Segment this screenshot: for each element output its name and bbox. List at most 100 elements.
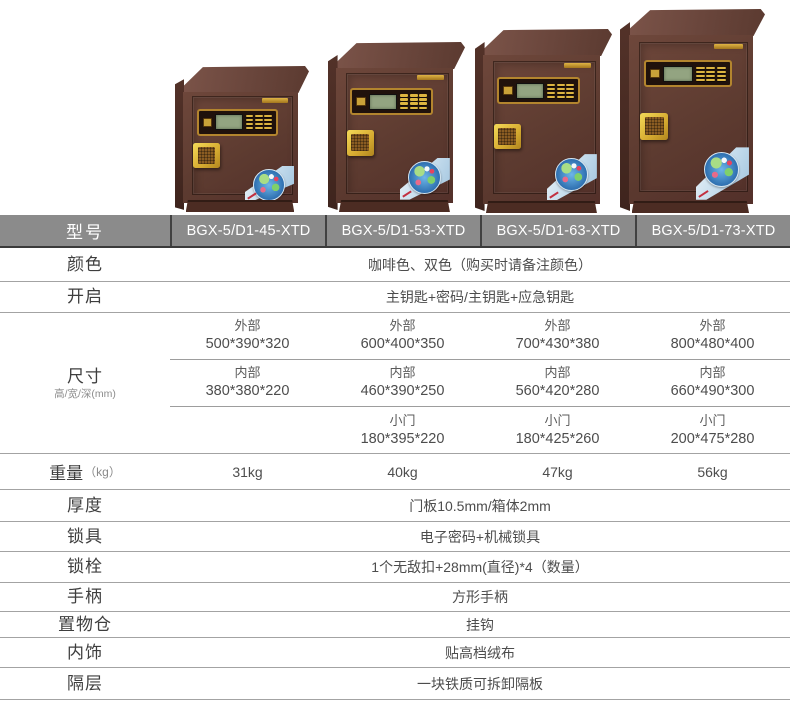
safe-left-side [620,22,631,211]
model-name: BGX-5/D1-73-XTD [635,215,790,246]
spec-label: 置物仓 [58,614,112,634]
spec-value: 贴高档绒布 [445,644,515,661]
globe-sticker [244,165,295,202]
spec-value: 一块铁质可拆卸隔板 [417,675,543,692]
model-name: BGX-5/D1-63-XTD [480,215,635,246]
safe-door-frame [345,73,449,194]
weight-value: 47kg [542,463,573,480]
globe-sticker [546,154,597,201]
keypad-buttons [696,66,726,82]
globe-icon [704,151,740,187]
spec-row-dimensions: 尺寸 高/宽/深(mm) 外部 500*390*320 外部 600*400*3… [0,313,790,454]
gold-handle [346,130,374,156]
safe-base [485,201,597,213]
spec-table: 型号 BGX-5/D1-45-XTD BGX-5/D1-53-XTD BGX-5… [0,215,790,700]
dim-cell: 小门 180*395*220 [360,412,445,447]
dim-cell: 内部 660*490*300 [670,365,755,400]
keypad-buttons [547,83,575,99]
safe-image-2 [328,42,465,212]
spec-row-lock: 锁具 电子密码+机械锁具 [0,522,790,552]
safe-left-side [475,42,485,211]
dimensions-label: 尺寸 [67,367,103,387]
key-slot-icon [649,69,660,79]
safe-top-face [329,42,465,69]
spec-label: 内饰 [67,642,103,662]
spec-label: 锁栓 [67,557,103,577]
model-header-row: 型号 BGX-5/D1-45-XTD BGX-5/D1-53-XTD BGX-5… [0,215,790,248]
safe-door-frame [492,60,596,194]
brand-label-icon [262,98,289,104]
globe-icon [554,157,588,191]
spec-row-thickness: 厚度 门板10.5mm/箱体2mm [0,490,790,522]
lcd-display [515,82,545,99]
safe-front-door [483,55,601,204]
dim-cell: 内部 560*420*280 [515,365,600,400]
safe-door-frame [192,96,294,196]
spec-value: 方形手柄 [452,589,508,605]
weight-value: 31kg [232,463,263,480]
spec-value: 挂钩 [466,616,494,633]
spec-value: 咖啡色、双色（购买时请备注颜色） [368,256,592,273]
spec-row-storage: 置物仓 挂钩 [0,612,790,638]
spec-label: 厚度 [67,495,103,515]
dim-row-outer: 外部 500*390*320 外部 600*400*350 外部 700*430… [170,313,790,360]
product-images [0,0,790,215]
safe-door-frame [638,41,748,193]
globe-sticker [399,157,450,200]
brand-label-icon [417,75,444,81]
safe-front-door [628,35,753,204]
brand-label-icon [714,44,743,50]
safe-front-door [336,68,454,203]
safe-front-door [183,92,298,203]
safe-image-3 [475,29,612,213]
dim-row-smalldoor: 小门 180*395*220 小门 180*425*260 小门 200*475… [170,407,790,454]
brand-label-icon [564,63,591,69]
lcd-display [215,114,243,131]
safe-base [338,200,450,212]
safe-left-side [175,79,185,210]
safe-top-face [621,9,765,36]
spec-row-bolt: 锁栓 1个无敌扣+28mm(直径)*4（数量） [0,552,790,583]
safe-top-face [476,29,612,56]
weight-value: 40kg [387,463,418,480]
spec-label: 重量 （kg） [49,464,121,483]
spec-row-color: 颜色 咖啡色、双色（购买时请备注颜色） [0,248,790,282]
spec-row-shelf: 隔层 一块铁质可拆卸隔板 [0,668,790,700]
safe-image-4 [620,9,765,213]
dim-cell: 内部 380*380*220 [205,365,290,400]
spec-value: 主钥匙+密码/主钥匙+应急钥匙 [385,289,575,305]
model-row-label: 型号 [66,223,104,242]
keypad-panel [643,60,732,88]
lcd-display [662,65,694,82]
globe-icon [407,161,441,195]
dim-row-inner: 内部 380*380*220 内部 460*390*250 内部 560*420… [170,360,790,407]
dim-cell: 外部 600*400*350 [360,318,445,353]
dim-cell: 外部 800*480*400 [670,318,755,353]
gold-handle [193,143,220,169]
lcd-display [368,93,398,110]
spec-label: 尺寸 高/宽/深(mm) [0,313,170,454]
dim-cell: 小门 200*475*280 [670,412,755,447]
spec-label: 颜色 [67,254,103,274]
keypad-panel [196,108,279,136]
spec-value: 门板10.5mm/箱体2mm [409,497,551,514]
keypad-panel [497,77,581,105]
safe-left-side [328,55,338,210]
keypad-buttons [245,114,273,130]
spec-label: 锁具 [67,526,103,546]
globe-sticker [695,147,749,200]
safe-image-1 [175,66,309,212]
dimensions-values: 外部 500*390*320 外部 600*400*350 外部 700*430… [170,313,790,454]
safe-base [185,200,295,212]
spec-label: 隔层 [67,673,103,693]
spec-row-weight: 重量 （kg） 31kg 40kg 47kg 56kg [0,454,790,490]
gold-handle [493,123,521,150]
spec-row-handle: 手柄 方形手柄 [0,583,790,612]
keypad-buttons [400,94,428,110]
key-slot-icon [202,117,213,127]
safe-base [631,201,750,213]
spec-value: 1个无敌扣+28mm(直径)*4（数量） [371,559,589,575]
spec-label: 手柄 [67,587,103,607]
dim-cell: 外部 700*430*380 [515,318,600,353]
